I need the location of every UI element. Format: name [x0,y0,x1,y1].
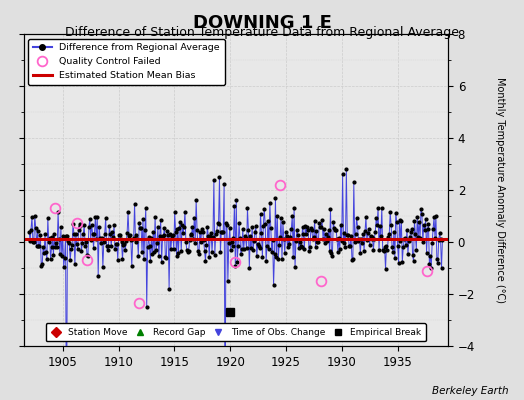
Text: DOWNING 1 E: DOWNING 1 E [192,14,332,32]
Legend: Station Move, Record Gap, Time of Obs. Change, Empirical Break: Station Move, Record Gap, Time of Obs. C… [46,324,426,342]
Text: Difference of Station Temperature Data from Regional Average: Difference of Station Temperature Data f… [65,26,459,39]
Text: Berkeley Earth: Berkeley Earth [432,386,508,396]
Y-axis label: Monthly Temperature Anomaly Difference (°C): Monthly Temperature Anomaly Difference (… [495,77,505,303]
